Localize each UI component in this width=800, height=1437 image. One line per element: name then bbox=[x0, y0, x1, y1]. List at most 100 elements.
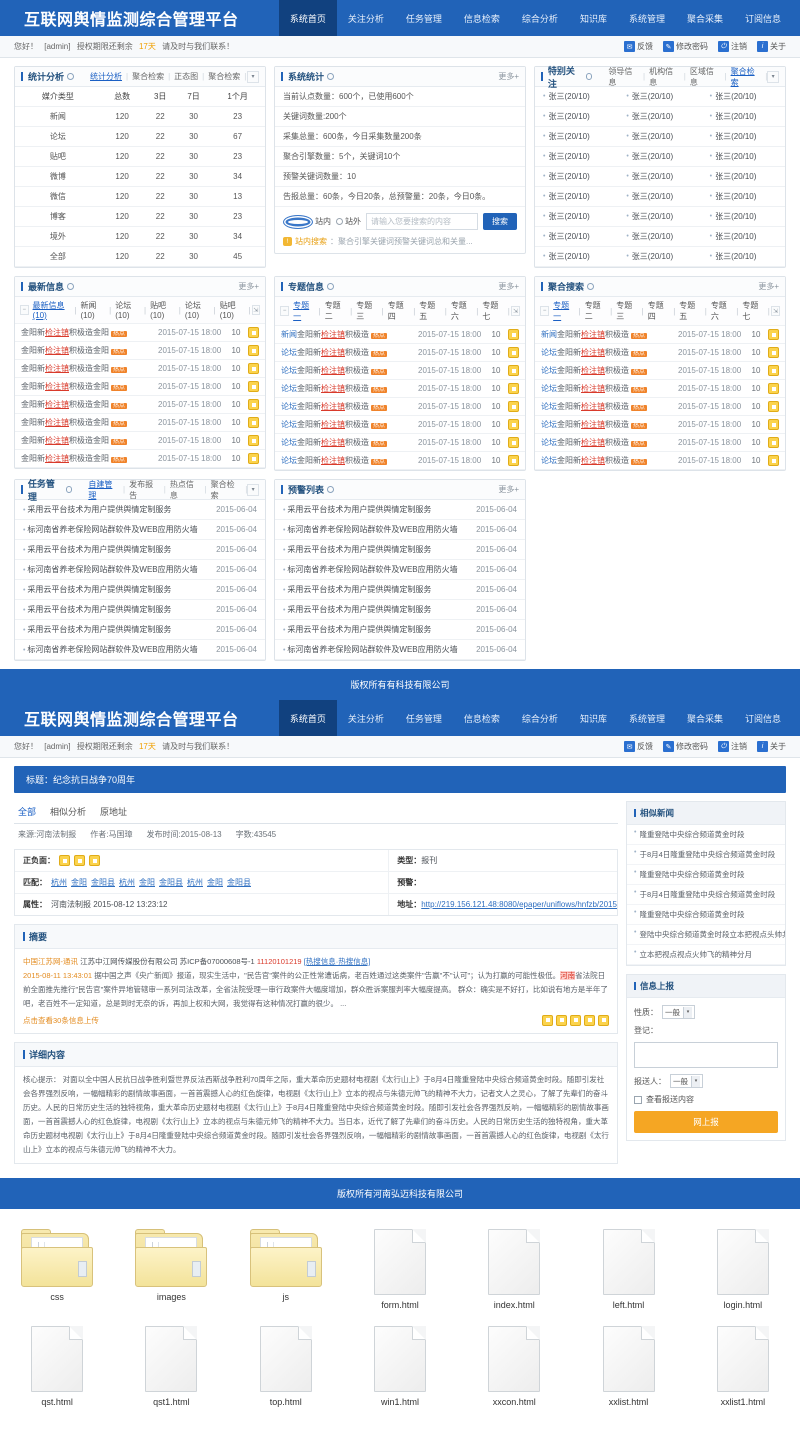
tab-task-1[interactable]: 发布报告 bbox=[129, 479, 154, 500]
alert-title-3[interactable]: • 标河南省养老保险网站群软件及WEB应用防火墙 bbox=[283, 564, 476, 575]
task-title-1[interactable]: • 标河南省养老保险网站群软件及WEB应用防火墙 bbox=[23, 524, 216, 535]
latest-title-6[interactable]: 金阳新检注镇积极造金阳 热点 bbox=[21, 435, 154, 446]
alert-title-2[interactable]: • 采用云平台技术为用户提供舆情定制服务 bbox=[283, 544, 476, 555]
file-item[interactable]: xxlist.html bbox=[571, 1320, 685, 1417]
more-link[interactable]: 更多+ bbox=[498, 485, 519, 494]
action-edit-password-icon[interactable]: ✎ 修改密码 bbox=[663, 741, 708, 752]
task-title-0[interactable]: • 采用云平台技术为用户提供舆情定制服务 bbox=[23, 504, 216, 515]
article-tab-0[interactable]: 全部 bbox=[18, 807, 37, 817]
focus-item-18[interactable]: • 张三(20/10) bbox=[535, 207, 619, 227]
action-feedback-icon[interactable]: ✉ 反馈 bbox=[624, 41, 653, 52]
latest-title-0[interactable]: 金阳新检注镇积极造金阳 热点 bbox=[21, 327, 154, 338]
match-link-0[interactable]: 杭州 bbox=[51, 878, 67, 887]
topic-title-7[interactable]: 论坛金阳新检注镇积极造 热点 bbox=[281, 455, 414, 466]
match-link-6[interactable]: 杭州 bbox=[187, 878, 203, 887]
action-logout-icon[interactable]: ⏻ 注销 bbox=[718, 41, 747, 52]
match-link-8[interactable]: 金阳县 bbox=[227, 878, 251, 887]
task-title-5[interactable]: • 采用云平台技术为用户提供舆情定制服务 bbox=[23, 604, 216, 615]
tab-latest-5[interactable]: 贴吧(10) bbox=[219, 301, 236, 320]
task-title-2[interactable]: • 采用云平台技术为用户提供舆情定制服务 bbox=[23, 544, 216, 555]
tab-task-3[interactable]: 聚合检索 bbox=[210, 479, 235, 500]
task-title-6[interactable]: • 采用云平台技术为用户提供舆情定制服务 bbox=[23, 624, 216, 635]
focus-item-13[interactable]: • 张三(20/10) bbox=[618, 167, 702, 187]
focus-item-26[interactable]: • 张三(20/10) bbox=[701, 247, 785, 267]
sentiment-neutral-icon[interactable] bbox=[74, 855, 85, 866]
main-navigation-2[interactable]: 系统首页 关注分析 任务管理 信息检索 综合分析 知识库 系统管理 聚合采集 订阅信息 bbox=[278, 700, 792, 736]
focus-item-14[interactable]: • 张三(20/10) bbox=[701, 167, 785, 187]
focus-item-3[interactable]: • 张三(20/10) bbox=[535, 107, 619, 127]
similar-news-item-1[interactable]: • 于8月4日隆重登陆中央综合频道黄金时段 bbox=[627, 845, 785, 865]
tab-stat-1[interactable]: 聚合检索 bbox=[132, 72, 165, 81]
nav-item-8[interactable]: 订阅信息 bbox=[744, 713, 781, 724]
bookmark-icon[interactable] bbox=[768, 365, 779, 376]
tab-topic-1[interactable]: 专题二 bbox=[324, 301, 341, 321]
refresh-icon[interactable] bbox=[587, 283, 595, 290]
file-item[interactable]: form.html bbox=[343, 1223, 457, 1320]
alert-title-1[interactable]: • 标河南省养老保险网站群软件及WEB应用防火墙 bbox=[283, 524, 476, 535]
similar-news-item-0[interactable]: • 隆重登陆中央综合频道黄金时段 bbox=[627, 825, 785, 845]
sub-tabs-agg-search[interactable]: − 专题一 | 专题二 | 专题三 | 专题四 | 专题五 | 专题六 | 专题七 | ⇲ bbox=[535, 297, 785, 326]
tab-stat-0[interactable]: 统计分析 bbox=[90, 72, 123, 81]
bookmark-icon[interactable] bbox=[768, 329, 779, 340]
file-item[interactable]: qst1.html bbox=[114, 1320, 228, 1417]
focus-item-10[interactable]: • 张三(20/10) bbox=[618, 147, 702, 167]
file-item[interactable]: js bbox=[229, 1223, 343, 1320]
nav-item-3[interactable]: 信息检索 bbox=[463, 713, 500, 724]
nav-item-1[interactable]: 关注分析 bbox=[347, 713, 384, 724]
bookmark-icon[interactable] bbox=[508, 329, 519, 340]
tab-topic-6[interactable]: 专题七 bbox=[482, 301, 499, 321]
refresh-icon[interactable] bbox=[327, 73, 335, 80]
abstract-action-icons[interactable] bbox=[542, 1014, 609, 1026]
file-item[interactable]: win1.html bbox=[343, 1320, 457, 1417]
abstract-more-link[interactable]: 点击查看30条信息上传 bbox=[23, 1015, 99, 1025]
nav-item-6[interactable]: 系统管理 bbox=[628, 13, 665, 24]
refresh-icon[interactable] bbox=[327, 283, 335, 290]
match-link-7[interactable]: 金阳 bbox=[207, 878, 223, 887]
task-title-3[interactable]: • 标河南省养老保险网站群软件及WEB应用防火墙 bbox=[23, 564, 216, 575]
nav-item-2[interactable]: 任务管理 bbox=[405, 713, 442, 724]
more-link[interactable]: 更多+ bbox=[498, 72, 519, 81]
agg-title-0[interactable]: 新闻金阳新检注镇积极造 热点 bbox=[541, 329, 674, 340]
focus-item-25[interactable]: • 张三(20/10) bbox=[618, 247, 702, 267]
share-icon[interactable] bbox=[556, 1014, 567, 1026]
tab-topic-4[interactable]: 专题五 bbox=[419, 301, 436, 321]
sub-tabs-latest-info[interactable]: − 最新信息(10) | 新闻(10) | 论坛(10) | 贴吧(10) | 论坛(10) | 贴吧… bbox=[15, 297, 265, 324]
bookmark-icon[interactable] bbox=[768, 419, 779, 430]
agg-title-7[interactable]: 论坛金阳新检注镇积极造 热点 bbox=[541, 455, 674, 466]
focus-item-21[interactable]: • 张三(20/10) bbox=[535, 227, 619, 247]
topic-title-0[interactable]: 新闻金阳新检注镇积极造 热点 bbox=[281, 329, 414, 340]
main-navigation[interactable]: 系统首页 关注分析 任务管理 信息检索 综合分析 知识库 系统管理 聚合采集 订阅信息 bbox=[278, 0, 792, 36]
chevron-down-icon[interactable]: ▾ bbox=[247, 70, 259, 83]
collapse-icon[interactable]: − bbox=[280, 306, 290, 316]
focus-item-16[interactable]: • 张三(20/10) bbox=[618, 187, 702, 207]
latest-title-4[interactable]: 金阳新检注镇积极造金阳 热点 bbox=[21, 399, 154, 410]
agg-title-2[interactable]: 论坛金阳新检注镇积极造 热点 bbox=[541, 365, 674, 376]
abstract-lead-link[interactable]: [热搜信息·热搜信息] bbox=[303, 957, 371, 966]
alert-title-7[interactable]: • 标河南省养老保险网站群软件及WEB应用防火墙 bbox=[283, 644, 476, 655]
search-button[interactable]: 搜索 bbox=[483, 213, 517, 230]
tab-agg-0[interactable]: 专题一 bbox=[553, 301, 570, 321]
focus-item-17[interactable]: • 张三(20/10) bbox=[701, 187, 785, 207]
tab-latest-3[interactable]: 贴吧(10) bbox=[150, 301, 167, 320]
level-select[interactable]: 一般 ▾ bbox=[662, 1005, 695, 1019]
panel-tabs-task-mgmt[interactable]: 自建管理 | 发布报告 | 热点信息 | 聚合检索 | bbox=[84, 479, 247, 501]
bookmark-icon[interactable] bbox=[768, 437, 779, 448]
latest-title-5[interactable]: 金阳新检注镇积极造金阳 热点 bbox=[21, 417, 154, 428]
star-icon[interactable] bbox=[542, 1014, 553, 1026]
bookmark-icon[interactable] bbox=[768, 347, 779, 358]
bookmark-icon[interactable] bbox=[248, 363, 259, 374]
sentiment-negative-icon[interactable] bbox=[89, 855, 100, 866]
tab-focus-0[interactable]: 领导信息 bbox=[608, 66, 633, 87]
bookmark-icon[interactable] bbox=[508, 437, 519, 448]
refresh-icon[interactable] bbox=[585, 73, 593, 80]
panel-tabs-stat-analysis[interactable]: 统计分析 | 聚合检索 | 正态图 | 聚合检索 | bbox=[86, 71, 246, 82]
tab-topic-2[interactable]: 专题三 bbox=[356, 301, 373, 321]
nav-item-7[interactable]: 聚合采集 bbox=[686, 13, 723, 24]
focus-item-2[interactable]: • 张三(20/10) bbox=[701, 87, 785, 107]
tab-focus-1[interactable]: 机构信息 bbox=[649, 66, 674, 87]
alert-title-4[interactable]: • 采用云平台技术为用户提供舆情定制服务 bbox=[283, 584, 476, 595]
bookmark-icon[interactable] bbox=[248, 453, 259, 464]
action-logout-icon[interactable]: ⏻ 注销 bbox=[718, 741, 747, 752]
sentiment-positive-icon[interactable] bbox=[59, 855, 70, 866]
focus-item-1[interactable]: • 张三(20/10) bbox=[618, 87, 702, 107]
